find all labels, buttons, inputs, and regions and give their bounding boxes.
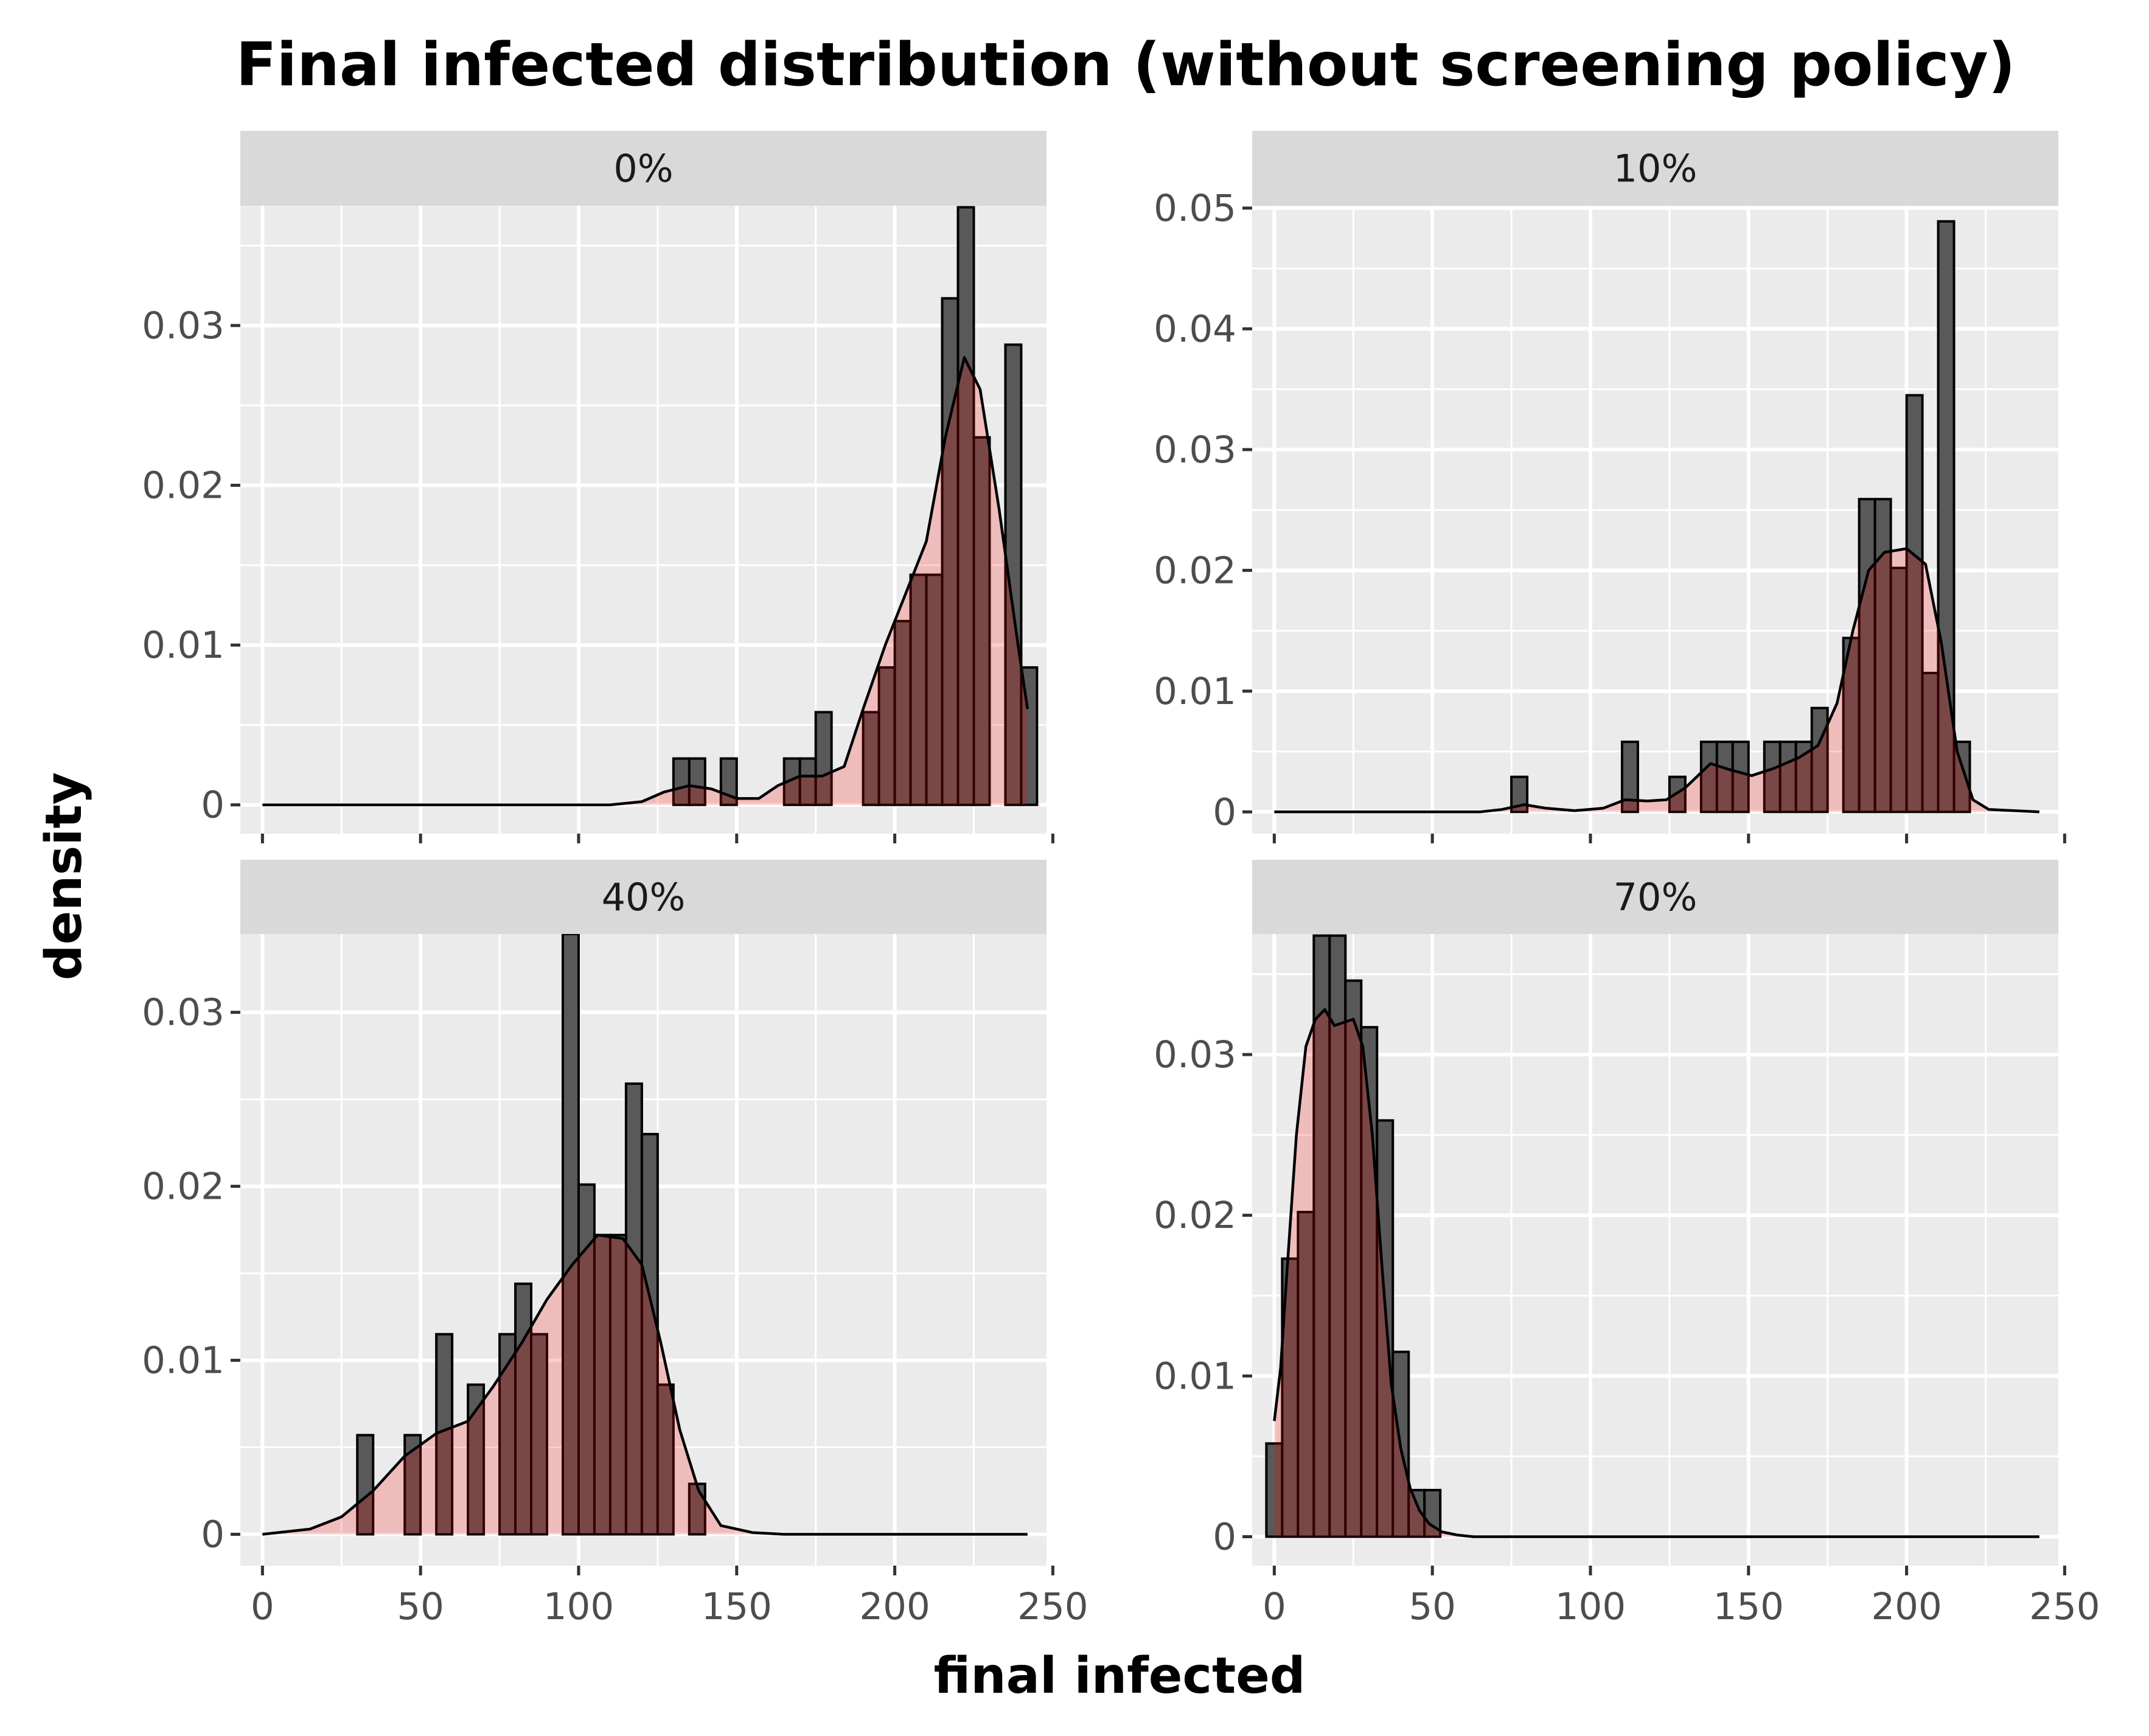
y-axis: 0 0.01 0.02 0.03: [142, 304, 240, 827]
histogram-bar: [1810, 706, 1829, 814]
chart-title: Final infected distribution (without scr…: [236, 30, 2016, 100]
y-tick-label: 0: [201, 1513, 225, 1556]
histogram-bar: [1731, 741, 1750, 814]
histogram-bar: [656, 1383, 675, 1536]
y-axis-title: density: [35, 772, 93, 980]
histogram-bar: [1858, 498, 1876, 814]
facet-strip: [240, 131, 1047, 206]
histogram-bar: [719, 757, 738, 806]
histogram-bar: [1265, 1442, 1284, 1538]
density-line: [262, 356, 1029, 806]
plot-area: [262, 934, 1028, 1536]
histogram-bar: [435, 1333, 454, 1536]
y-tick-label: 0: [1213, 1515, 1236, 1558]
density-area: [1274, 1009, 2039, 1537]
x-axis-title: final infected: [933, 1647, 1305, 1705]
histogram-bar: [1715, 741, 1734, 814]
histogram-bar: [1407, 1488, 1426, 1538]
x-tick-label: 50: [1409, 1585, 1456, 1628]
histogram-bars: [672, 206, 1039, 806]
x-tick-label: 150: [702, 1585, 772, 1628]
facet-strip-label: 0%: [613, 147, 673, 191]
histogram-bar: [1376, 1119, 1395, 1538]
histogram-bar: [956, 206, 975, 806]
density-area: [1274, 548, 2039, 812]
facet-strip: [1252, 860, 2058, 934]
y-tick-label: 0: [201, 784, 225, 827]
y-tick-label: 0.02: [1154, 549, 1236, 592]
y-axis: 0 0.01 0.02 0.03: [142, 991, 240, 1556]
y-tick-label: 0.03: [1154, 1033, 1236, 1076]
y-tick-label: 0.03: [142, 304, 225, 347]
plot-area: [1274, 220, 2039, 814]
facet-strip: [240, 860, 1047, 934]
x-tick-label: 0: [251, 1585, 274, 1628]
facet-panel-2: 40% 0 0.01 0.02 0.03 0 50 100 150 200 250: [142, 860, 1088, 1628]
histogram-bar: [1889, 566, 1908, 814]
x-axis: [1272, 834, 2066, 843]
x-tick-label: 100: [543, 1585, 614, 1628]
y-tick-label: 0.01: [142, 624, 225, 667]
histogram-bar: [814, 711, 833, 806]
histogram-bars: [1265, 934, 1442, 1538]
y-axis: 0 0.01 0.02 0.03 0.04 0.05: [1154, 187, 1252, 834]
x-tick-label: 200: [859, 1585, 930, 1628]
density-area: [262, 1235, 1028, 1535]
histogram-bar: [467, 1383, 486, 1536]
histogram-bar: [1312, 934, 1331, 1538]
histogram-bar: [798, 757, 817, 806]
histogram-bar: [972, 436, 991, 806]
y-tick-label: 0.02: [142, 1165, 225, 1208]
histogram-bar: [941, 297, 960, 806]
y-tick-label: 0.02: [1154, 1194, 1236, 1237]
density-line: [1273, 1008, 2039, 1538]
histogram-bar: [688, 1482, 706, 1536]
y-tick-label: 0.01: [142, 1339, 225, 1382]
x-tick-label: 50: [397, 1585, 444, 1628]
x-tick-label: 200: [1871, 1585, 1942, 1628]
x-tick-label: 100: [1555, 1585, 1626, 1628]
y-tick-label: 0.01: [1154, 1354, 1236, 1398]
histogram-bar: [356, 1434, 375, 1536]
y-tick-label: 0.03: [1154, 428, 1236, 472]
histogram-bar: [688, 757, 706, 806]
histogram-bars: [1510, 220, 1971, 814]
y-tick-label: 0.05: [1154, 187, 1236, 230]
x-tick-label: 250: [1017, 1585, 1088, 1628]
plot-area: [262, 206, 1039, 806]
facet-strip-label: 10%: [1614, 147, 1698, 191]
y-tick-label: 0.01: [1154, 670, 1236, 713]
x-axis: [260, 834, 1054, 843]
histogram-bar: [1297, 1210, 1315, 1538]
density-area: [262, 357, 1028, 805]
y-tick-label: 0.04: [1154, 307, 1236, 350]
y-tick-label: 0.03: [142, 991, 225, 1034]
histogram-bar: [498, 1333, 517, 1536]
y-axis: 0 0.01 0.02 0.03: [1154, 1033, 1252, 1558]
facet-panel-1: 10% 0 0.01 0.02 0.03 0.04 0.05: [1154, 131, 2066, 843]
facet-strip: [1252, 131, 2058, 206]
x-tick-label: 150: [1713, 1585, 1784, 1628]
histogram-bar: [530, 1333, 549, 1536]
histogram-bar: [1668, 775, 1687, 814]
facet-panel-3: 70% 0 0.01 0.02 0.03 0 50 100 150 200 250: [1154, 860, 2100, 1628]
y-tick-label: 0.02: [142, 464, 225, 507]
histogram-bar: [1921, 672, 1940, 814]
facet-strip-label: 70%: [1614, 875, 1698, 919]
histogram-bar: [1905, 394, 1924, 814]
x-axis: 0 50 100 150 200 250: [1263, 1566, 2100, 1628]
density-line: [1274, 547, 2039, 814]
facet-strip-label: 40%: [602, 875, 686, 919]
density-line: [262, 1233, 1028, 1536]
facet-panel-0: 0% 0 0.01 0.02 0.03: [142, 131, 1054, 843]
plot-area: [1265, 934, 2039, 1538]
facet-panels: 0% 0 0.01 0.02 0.03 10% 0 0.01 0.02 0.03 0.04 0.05 4…: [142, 131, 2100, 1628]
x-tick-label: 0: [1263, 1585, 1286, 1628]
histogram-bar: [608, 1233, 627, 1536]
x-tick-label: 250: [2029, 1585, 2100, 1628]
y-tick-label: 0: [1213, 790, 1236, 834]
x-axis: 0 50 100 150 200 250: [251, 1566, 1088, 1628]
